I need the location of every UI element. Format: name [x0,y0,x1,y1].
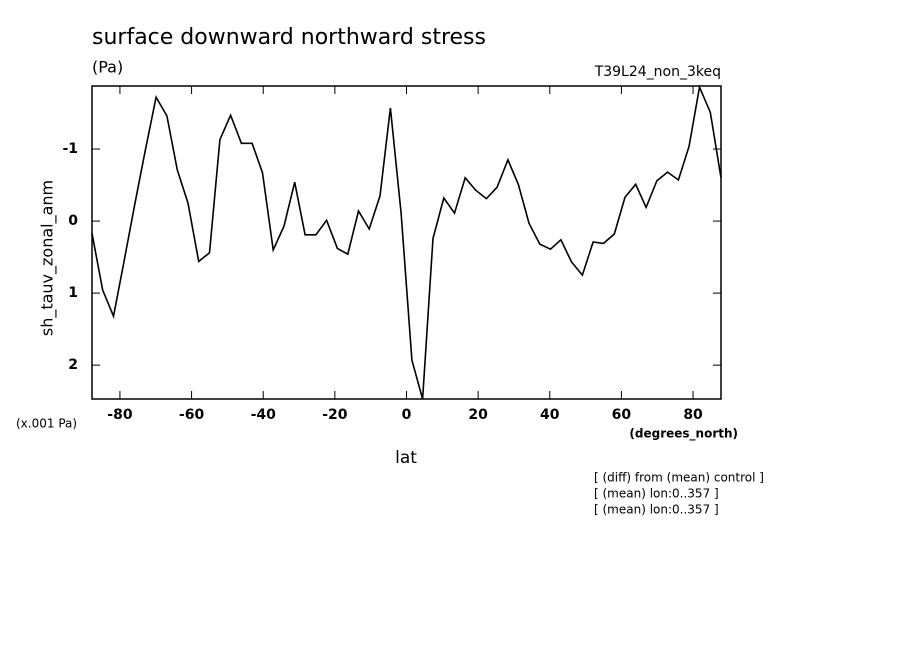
x-tick-label: -60 [179,407,205,423]
x-tick-label: 80 [683,407,703,423]
x-units: (degrees_north) [629,427,738,442]
y-tick-label: 2 [68,357,78,373]
x-axis-label: lat [395,448,417,468]
note: [ (diff) from (mean) control ] [594,471,764,485]
plot-frame [91,85,722,400]
y-tick-label: 1 [68,285,78,301]
x-tick-label: -80 [107,407,133,423]
y-axis-label: sh_tauv_zonal_anm [38,180,58,336]
note: [ (mean) lon:0..357 ] [594,503,719,517]
y-scale-label: (x.001 Pa) [16,417,77,431]
x-tick-label: -20 [322,407,348,423]
x-tick-label: 0 [402,407,412,423]
chart-title: surface downward northward stress [92,25,486,50]
y-tick-label: 0 [68,213,78,229]
x-tick-label: 40 [540,407,560,423]
note: [ (mean) lon:0..357 ] [594,487,719,501]
y-tick-label: -1 [62,141,78,157]
data-line [91,84,722,400]
x-tick-label: 20 [468,407,488,423]
x-tick-label: 60 [612,407,632,423]
x-tick-label: -40 [251,407,277,423]
units: (Pa) [92,58,123,77]
dataset: T39L24_non_3keq [594,64,721,80]
